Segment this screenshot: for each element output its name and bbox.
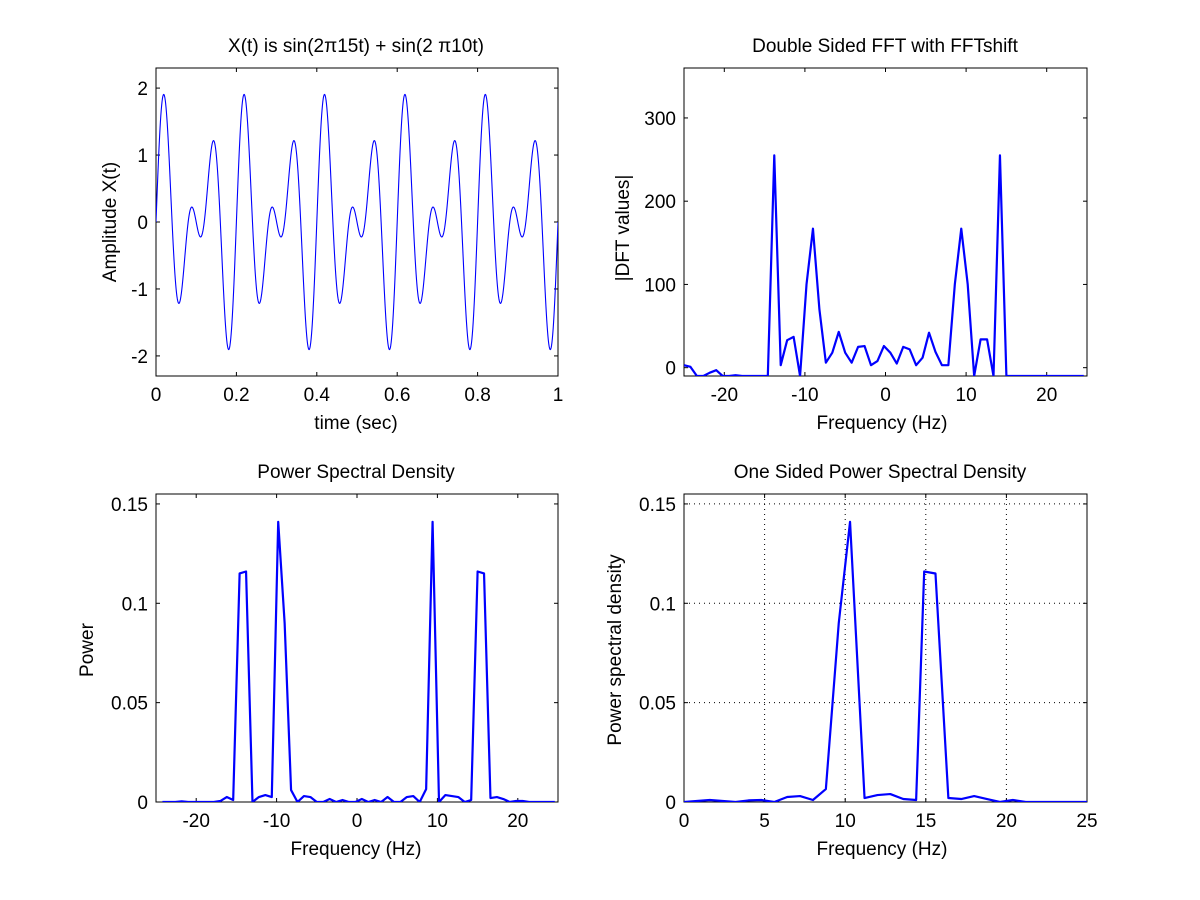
subplot-psd-xlabel: Frequency (Hz) bbox=[291, 839, 422, 860]
subplot-time-ytick-label-0: -2 bbox=[131, 347, 148, 368]
subplot-time-yticks: -2 -1 0 1 2 bbox=[131, 79, 558, 368]
subplot-fft-xticks: -20 -10 0 10 20 bbox=[711, 68, 1057, 406]
subplot-fft-ytick-label-3: 300 bbox=[644, 109, 676, 130]
subplot-onesided-grid bbox=[684, 494, 1087, 802]
subplot-onesided-xtick-label-0: 0 bbox=[679, 811, 690, 832]
subplot-fft-xlabel: Frequency (Hz) bbox=[817, 413, 948, 434]
subplot-fft: Double Sided FFT with FFTshift -20 -10 0 10… bbox=[613, 36, 1088, 434]
subplot-fft-ytick-label-0: 0 bbox=[665, 359, 676, 380]
subplot-psd-ytick-label-0: 0 bbox=[137, 793, 148, 814]
subplot-onesided-series-line-0 bbox=[684, 520, 1087, 802]
subplot-time-ytick-label-1: -1 bbox=[131, 280, 148, 301]
subplot-fft-xtick-label-4: 20 bbox=[1036, 385, 1057, 406]
subplot-psd-title: Power Spectral Density bbox=[257, 462, 455, 483]
subplot-onesided-title: One Sided Power Spectral Density bbox=[734, 462, 1027, 483]
subplot-psd-series-line-0 bbox=[162, 520, 555, 802]
subplot-psd: Power Spectral Density -20 -10 0 10 20 0 0.05… bbox=[77, 462, 559, 860]
subplot-time-title: X(t) is sin(2π15t) + sin(2 π10t) bbox=[228, 36, 484, 57]
subplot-psd-ytick-label-2: 0.1 bbox=[122, 594, 148, 615]
subplot-time-xtick-label-4: 0.8 bbox=[464, 385, 490, 406]
subplot-psd-xtick-label-2: 0 bbox=[352, 811, 363, 832]
subplot-time-xtick-label-5: 1 bbox=[553, 385, 564, 406]
subplot-onesided-xtick-label-3: 15 bbox=[915, 811, 936, 832]
subplot-fft-ylabel: |DFT values| bbox=[613, 175, 634, 282]
subplot-fft-series-line-0 bbox=[684, 154, 1084, 376]
subplot-onesided-xtick-label-5: 25 bbox=[1076, 811, 1097, 832]
subplot-time-ytick-label-2: 0 bbox=[137, 213, 148, 234]
subplot-psd-axes-frame bbox=[155, 493, 559, 803]
subplot-onesided-xtick-label-2: 10 bbox=[835, 811, 856, 832]
subplot-fft-series bbox=[684, 154, 1084, 376]
subplot-fft-yticks: 0 100 200 300 bbox=[644, 109, 1087, 380]
subplot-fft-xtick-label-1: -10 bbox=[791, 385, 818, 406]
subplot-onesided-xtick-label-4: 20 bbox=[996, 811, 1017, 832]
subplot-fft-xtick-label-0: -20 bbox=[711, 385, 738, 406]
subplot-fft-xtick-label-2: 0 bbox=[880, 385, 891, 406]
subplot-time-series bbox=[156, 93, 558, 351]
subplot-onesided-ytick-label-2: 0.1 bbox=[650, 594, 676, 615]
subplot-time-ylabel: Amplitude X(t) bbox=[100, 162, 121, 282]
subplot-time-ytick-label-4: 2 bbox=[137, 79, 148, 100]
subplot-time-ytick-label-3: 1 bbox=[137, 146, 148, 167]
subplot-psd-series bbox=[162, 520, 555, 802]
subplot-time-xticks: 0 0.2 0.4 0.6 0.8 1 bbox=[151, 68, 564, 406]
subplot-onesided-axes-frame bbox=[683, 493, 1088, 803]
subplot-psd-yticks: 0 0.05 0.1 0.15 bbox=[111, 495, 558, 814]
subplot-onesided-ylabel: Power spectral density bbox=[605, 554, 626, 746]
subplot-psd-xticks: -20 -10 0 10 20 bbox=[182, 494, 528, 832]
subplot-time: X(t) is sin(2π15t) + sin(2 π10t) 0 0.2 0.4… bbox=[100, 36, 563, 434]
subplot-fft-title: Double Sided FFT with FFTshift bbox=[752, 36, 1018, 57]
subplot-onesided-xtick-label-1: 5 bbox=[759, 811, 770, 832]
subplot-onesided-yticks: 0 0.05 0.1 0.15 bbox=[639, 495, 1087, 814]
subplot-psd-ytick-label-3: 0.15 bbox=[111, 495, 148, 516]
subplot-onesided-xlabel: Frequency (Hz) bbox=[817, 839, 948, 860]
subplot-time-xtick-label-0: 0 bbox=[151, 385, 162, 406]
subplot-psd-ytick-label-1: 0.05 bbox=[111, 694, 148, 715]
subplot-time-xtick-label-2: 0.4 bbox=[304, 385, 331, 406]
subplot-fft-xtick-label-3: 10 bbox=[956, 385, 977, 406]
subplot-fft-ytick-label-1: 100 bbox=[644, 275, 676, 296]
subplot-psd-xtick-label-3: 10 bbox=[427, 811, 448, 832]
subplot-onesided-series bbox=[684, 520, 1087, 802]
subplot-psd-xtick-label-4: 20 bbox=[507, 811, 528, 832]
subplot-psd-xtick-label-0: -20 bbox=[182, 811, 209, 832]
subplot-time-xtick-label-1: 0.2 bbox=[223, 385, 249, 406]
subplot-time-xlabel: time (sec) bbox=[314, 413, 397, 434]
subplot-onesided-ytick-label-0: 0 bbox=[665, 793, 676, 814]
subplot-onesided: One Sided Power Spectral Density 0 5 10 15 2… bbox=[605, 462, 1098, 860]
subplot-fft-axes-frame bbox=[683, 67, 1088, 377]
subplot-onesided-ytick-label-1: 0.05 bbox=[639, 694, 676, 715]
subplot-time-xtick-label-3: 0.6 bbox=[384, 385, 410, 406]
subplot-fft-ytick-label-2: 200 bbox=[644, 192, 676, 213]
subplot-psd-ylabel: Power bbox=[77, 622, 98, 677]
subplot-psd-xtick-label-1: -10 bbox=[263, 811, 290, 832]
subplot-time-series-line-0 bbox=[156, 93, 558, 351]
subplot-onesided-ytick-label-3: 0.15 bbox=[639, 495, 676, 516]
